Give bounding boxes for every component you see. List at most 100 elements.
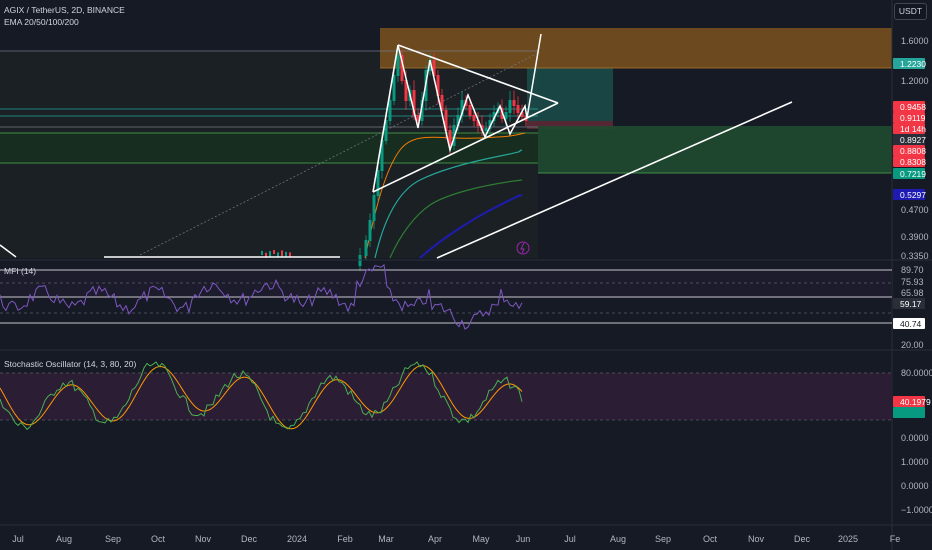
candle-body <box>404 80 408 101</box>
candle-body <box>468 105 472 116</box>
time-tick: Jun <box>516 534 531 544</box>
candle-body <box>432 60 436 76</box>
price-tick: 0.3350 <box>901 251 929 261</box>
stoch-axis[interactable]: 80.0000 0.0000 1.0000 0.0000 −1.0000 <box>901 368 932 515</box>
ema-100-line <box>389 179 523 259</box>
mfi-axis[interactable]: 89.70 75.93 65.98 20.00 <box>901 265 924 350</box>
candle-body <box>460 100 464 116</box>
time-tick: Feb <box>337 534 353 544</box>
candle-body <box>273 250 275 255</box>
candle-body <box>420 100 424 121</box>
mfi-tick: 65.98 <box>901 288 924 298</box>
candle-body <box>285 251 287 258</box>
price-tick: 1.6000 <box>901 36 929 46</box>
time-tick: Aug <box>610 534 626 544</box>
price-tick: 0.4700 <box>901 205 929 215</box>
candle-body <box>444 110 448 131</box>
candle-body <box>484 128 488 131</box>
candle-body <box>396 55 400 76</box>
time-tick: Sep <box>655 534 671 544</box>
time-axis[interactable]: Jul Aug Sep Oct Nov Dec 2024 Feb Mar Apr May Jun Jul… <box>12 534 900 544</box>
tag-1-2230-label: 1.2230 <box>900 59 926 69</box>
candle-body <box>448 130 452 146</box>
price-axis[interactable]: 1.6000 1.2000 0.4700 0.3900 0.3350 <box>901 36 929 261</box>
stoch-tick: 0.0000 <box>901 433 929 443</box>
time-tick: Aug <box>56 534 72 544</box>
stoch-tick: 80.0000 <box>901 368 932 378</box>
mfi-levels <box>0 269 892 324</box>
time-tick: Nov <box>748 534 765 544</box>
mfi-band <box>0 270 892 298</box>
candle-body <box>412 90 416 116</box>
time-tick: Jul <box>12 534 24 544</box>
mfi-title[interactable]: MFI (14) <box>4 266 36 276</box>
tag-0-8308-label: 0.8308 <box>900 157 926 167</box>
candle-body <box>261 250 263 256</box>
demand-zone <box>538 126 892 173</box>
time-tick: Oct <box>703 534 718 544</box>
tag-0-8808-label: 0.8808 <box>900 146 926 156</box>
currency-button[interactable]: USDT <box>894 3 927 20</box>
stoch-band <box>0 373 892 420</box>
candle-body <box>392 75 396 101</box>
wave-zigzag <box>397 44 528 153</box>
tag-0-9458: 0.9458 <box>893 101 926 112</box>
candle-body <box>289 252 291 257</box>
candle-body <box>416 115 420 121</box>
dashed-trendline <box>139 51 541 256</box>
mfi-tick: 75.93 <box>901 277 924 287</box>
candle-body <box>504 112 508 119</box>
tag-0-9119-label: 0.9119 <box>900 113 926 123</box>
tag-40-1979-label: 40.1979 <box>900 397 931 407</box>
ema-50-line <box>374 149 523 259</box>
mfi-tags: 59.17 40.74 <box>893 298 925 329</box>
support-zone-shading <box>0 133 538 163</box>
tag-countdown: 1d 14h <box>893 123 926 134</box>
tag-0-9458-label: 0.9458 <box>900 102 926 112</box>
candle-body <box>436 75 440 96</box>
position-stop-zone <box>527 121 613 129</box>
candle-body <box>277 252 279 257</box>
time-tick: Jul <box>564 534 576 544</box>
candle-body <box>508 100 512 113</box>
long-term-trendline <box>436 101 793 259</box>
mfi-tick: 89.70 <box>901 265 924 275</box>
stoch-title[interactable]: Stochastic Oscillator (14, 3, 80, 20) <box>4 359 136 369</box>
indicator-title[interactable]: EMA 20/50/100/200 <box>4 17 79 27</box>
candle-body <box>269 251 271 257</box>
mfi-line <box>0 263 523 330</box>
candle-body <box>265 252 267 258</box>
candle-body <box>492 112 496 121</box>
ema-200-line <box>419 194 523 259</box>
tag-stoch-green <box>893 407 925 418</box>
time-tick: May <box>472 534 490 544</box>
symbol-title[interactable]: AGIX / TetherUS, 2D, BINANCE <box>4 5 125 15</box>
tag-countdown-label: 1d 14h <box>900 124 926 134</box>
price-tick: 0.3900 <box>901 232 929 242</box>
time-tick: Dec <box>794 534 811 544</box>
tag-40-1979: 40.1979 <box>893 396 931 407</box>
candle-body <box>428 60 432 71</box>
stoch-tick: 0.0000 <box>901 481 929 491</box>
price-tick: 1.2000 <box>901 76 929 86</box>
time-tick: 2024 <box>287 534 307 544</box>
time-tick: Nov <box>195 534 212 544</box>
time-tick: 2025 <box>838 534 858 544</box>
candle-body <box>476 120 480 126</box>
stoch-k-line <box>0 361 523 431</box>
lightning-icon[interactable] <box>516 241 530 255</box>
candle-body <box>472 115 476 121</box>
tag-0-5297: 0.5297 <box>893 189 926 200</box>
time-tick: Apr <box>428 534 442 544</box>
position-target-zone <box>527 68 613 121</box>
breakout-projection-line <box>526 33 542 119</box>
tag-0-8927: 0.8927 <box>893 134 926 145</box>
candle-body <box>281 250 283 257</box>
candle-body <box>440 95 444 111</box>
candle-body <box>384 120 388 141</box>
candle-body <box>388 100 392 121</box>
tag-0-8308: 0.8308 <box>893 156 926 167</box>
stoch-tick: 1.0000 <box>901 457 929 467</box>
